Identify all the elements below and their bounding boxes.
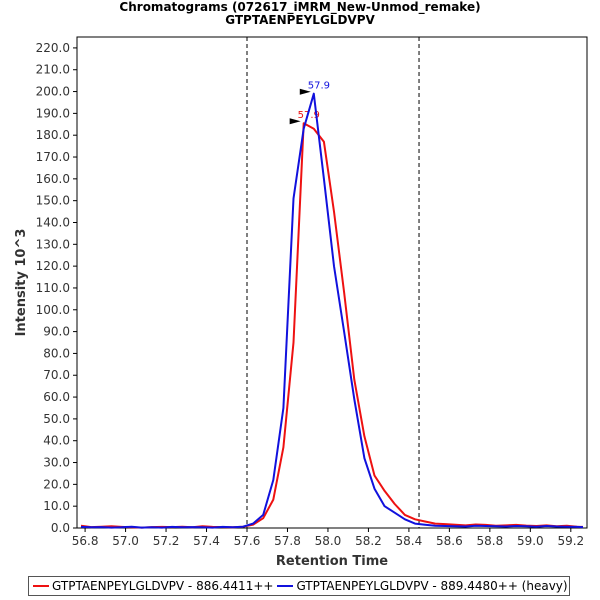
- x-tick-label: 58.0: [315, 534, 342, 548]
- x-tick-label: 57.6: [234, 534, 261, 548]
- legend: GTPTAENPEYLGLDVPV - 886.4411++ GTPTAENPE…: [28, 576, 570, 596]
- y-tick-label: 100.0: [36, 303, 70, 317]
- legend-label-light: GTPTAENPEYLGLDVPV - 886.4411++: [52, 579, 274, 593]
- x-tick-label: 57.4: [193, 534, 220, 548]
- y-tick-label: 200.0: [36, 85, 70, 99]
- x-tick-label: 57.0: [112, 534, 139, 548]
- y-tick-label: 130.0: [36, 237, 70, 251]
- legend-label-heavy: GTPTAENPEYLGLDVPV - 889.4480++ (heavy): [296, 579, 568, 593]
- y-tick-label: 30.0: [43, 456, 70, 470]
- y-tick-label: 140.0: [36, 215, 70, 229]
- chart-title: Chromatograms (072617_iMRM_New-Unmod_rem…: [119, 0, 481, 14]
- y-tick-label: 150.0: [36, 194, 70, 208]
- series-line-heavy: [80, 92, 584, 529]
- peak-label-heavy: 57.9: [308, 81, 330, 92]
- legend-swatch-heavy: [277, 585, 294, 587]
- chart-subtitle: GTPTAENPEYLGLDVPV: [225, 13, 375, 27]
- legend-swatch-light: [33, 585, 49, 587]
- y-tick-label: 70.0: [43, 368, 70, 382]
- y-tick-label: 80.0: [43, 346, 70, 360]
- y-tick-label: 90.0: [43, 325, 70, 339]
- y-tick-label: 160.0: [36, 172, 70, 186]
- y-tick-label: 10.0: [43, 499, 70, 513]
- y-tick-label: 50.0: [43, 412, 70, 426]
- plot-frame: [76, 36, 588, 529]
- y-tick-label: 40.0: [43, 434, 70, 448]
- x-tick-label: 59.0: [517, 534, 544, 548]
- x-tick-label: 58.4: [396, 534, 423, 548]
- peak-marker-light: [289, 118, 301, 125]
- y-tick-label: 60.0: [43, 390, 70, 404]
- y-tick-label: 20.0: [43, 477, 70, 491]
- y-tick-label: 170.0: [36, 150, 70, 164]
- y-tick-label: 190.0: [36, 106, 70, 120]
- y-tick-label: 110.0: [36, 281, 70, 295]
- y-tick-label: 220.0: [36, 41, 70, 55]
- y-tick-label: 180.0: [36, 128, 70, 142]
- y-tick-label: 0.0: [51, 521, 70, 535]
- legend-item-heavy: GTPTAENPEYLGLDVPV - 889.4480++ (heavy): [277, 579, 568, 593]
- peak-marker-heavy: [299, 88, 311, 95]
- y-axis-label: Intensity 10^3: [14, 229, 29, 337]
- y-tick-label: 120.0: [36, 259, 70, 273]
- x-tick-label: 58.2: [355, 534, 382, 548]
- series-line-light: [80, 122, 584, 529]
- y-tick-label: 210.0: [36, 63, 70, 77]
- x-tick-label: 56.8: [72, 534, 99, 548]
- peak-label-light: 57.9: [298, 110, 320, 121]
- x-axis-label: Retention Time: [276, 554, 388, 569]
- x-tick-label: 57.2: [153, 534, 180, 548]
- x-tick-label: 57.8: [274, 534, 301, 548]
- x-tick-label: 59.2: [557, 534, 584, 548]
- x-tick-label: 58.8: [476, 534, 503, 548]
- x-tick-label: 58.6: [436, 534, 463, 548]
- legend-item-light: GTPTAENPEYLGLDVPV - 886.4411++: [33, 579, 273, 593]
